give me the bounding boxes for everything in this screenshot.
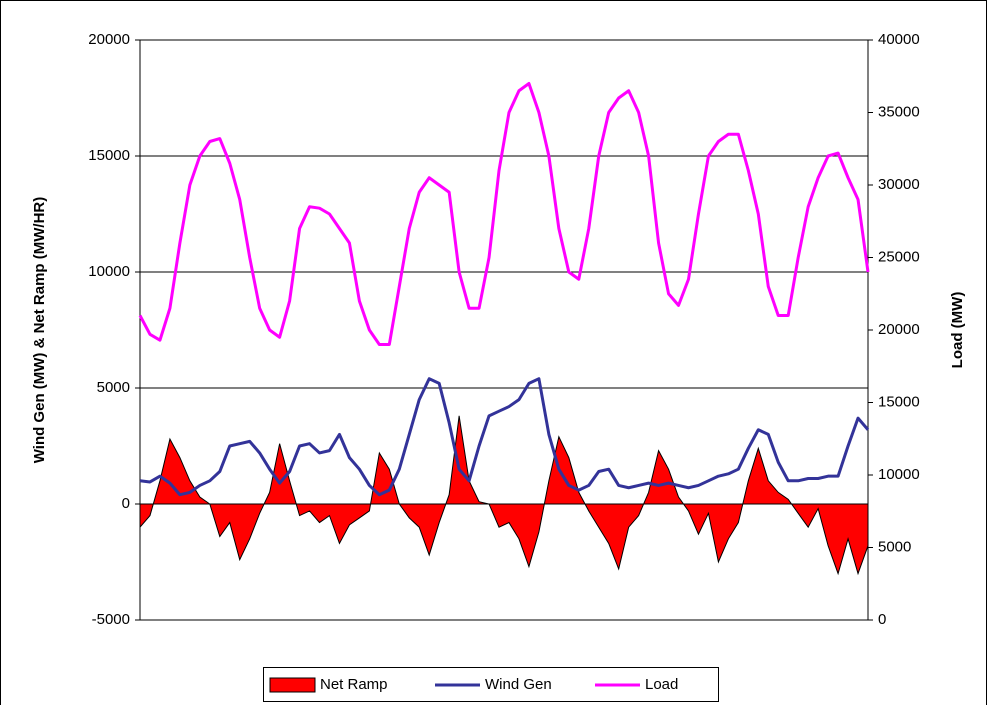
y-tick-label: 20000 bbox=[88, 31, 130, 48]
line bbox=[139, 377, 870, 497]
legend-label: Wind Gen bbox=[485, 676, 552, 693]
legend-swatch bbox=[269, 677, 316, 693]
y2-tick-label: 15000 bbox=[878, 393, 920, 410]
y-tick-label: 5000 bbox=[97, 379, 130, 396]
y-tick-label: 15000 bbox=[88, 147, 130, 164]
area bbox=[139, 415, 869, 576]
y2-tick-label: 20000 bbox=[878, 321, 920, 338]
y2-tick-label: 10000 bbox=[878, 466, 920, 483]
y2-tick-label: 40000 bbox=[878, 31, 920, 48]
y-axis-title: Wind Gen (MW) & Net Ramp (MW/HR) bbox=[31, 197, 48, 464]
line bbox=[138, 82, 870, 346]
y2-tick-label: 30000 bbox=[878, 176, 920, 193]
y-tick-label: -5000 bbox=[92, 611, 130, 628]
y2-tick-label: 35000 bbox=[878, 103, 920, 120]
y2-tick-label: 5000 bbox=[878, 538, 911, 555]
y-tick-label: 10000 bbox=[88, 263, 130, 280]
legend-label: Net Ramp bbox=[320, 676, 388, 693]
legend-box bbox=[263, 667, 719, 702]
y2-tick-label: 25000 bbox=[878, 248, 920, 265]
y-tick-label: 0 bbox=[122, 495, 130, 512]
y2-axis-title: Load (MW) bbox=[949, 292, 966, 369]
y2-tick-label: 0 bbox=[878, 611, 886, 628]
legend-label: Load bbox=[645, 676, 678, 693]
